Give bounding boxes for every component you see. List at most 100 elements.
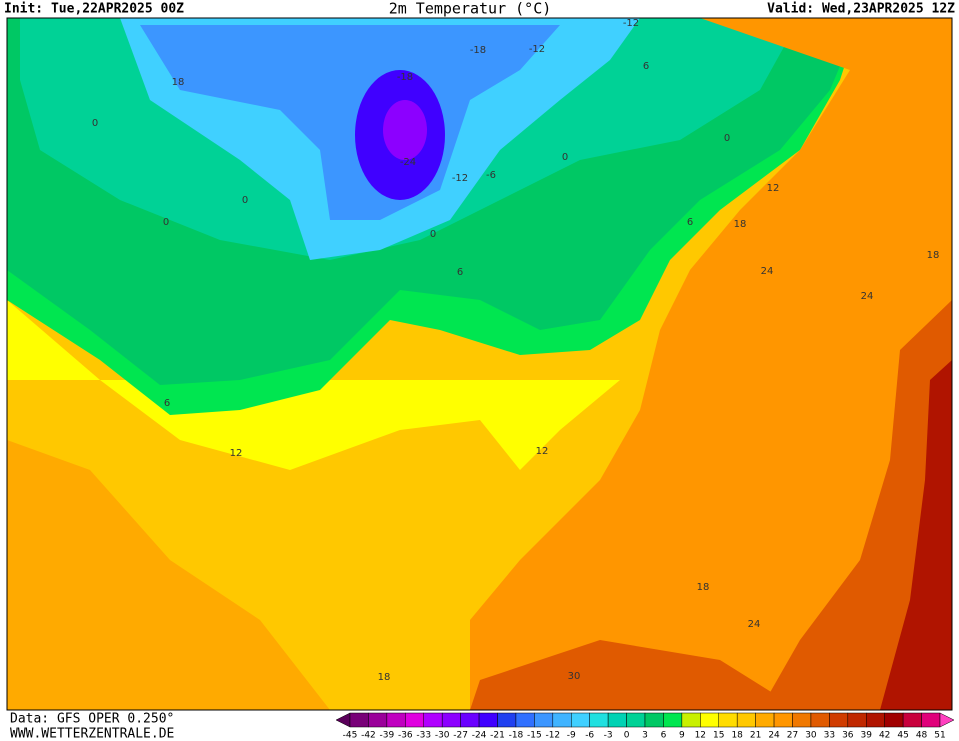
- scale-tick-label: 18: [731, 731, 743, 741]
- scale-swatch: [902, 712, 922, 728]
- scale-tick-label: 9: [679, 731, 685, 741]
- scale-tick-label: 6: [661, 731, 667, 741]
- scale-tick-label: -15: [527, 731, 542, 741]
- scale-tick-label: -36: [398, 731, 413, 741]
- contour-label: 6: [457, 267, 463, 278]
- scale-swatch: [478, 712, 498, 728]
- scale-tick-label: -12: [545, 731, 560, 741]
- scale-swatch: [571, 712, 590, 728]
- contour-label: 18: [378, 672, 391, 683]
- field-sahara: [470, 640, 800, 710]
- map-frame: [6, 17, 953, 711]
- scale-swatch: [884, 712, 904, 728]
- scale-swatch: [736, 712, 756, 728]
- scale-tick-label: 33: [824, 731, 835, 741]
- scale-tick-label: 42: [879, 731, 890, 741]
- scale-swatch: [792, 712, 812, 728]
- scale-swatch: [497, 712, 517, 728]
- scale-tick-label: -33: [416, 731, 431, 741]
- scale-swatch: [663, 712, 683, 728]
- scale-tick-label: 0: [624, 731, 630, 741]
- contour-label: 18: [697, 582, 710, 593]
- scale-swatch: [626, 712, 646, 728]
- scale-swatch: [866, 712, 885, 728]
- scale-swatch: [700, 712, 719, 728]
- scale-swatch: [460, 712, 480, 728]
- scale-swatch: [405, 712, 424, 728]
- contour-label: 18: [927, 250, 940, 261]
- contour-label: 24: [861, 291, 874, 302]
- contour-label: 18: [734, 219, 747, 230]
- init-time: Init: Tue,22APR2025 00Z: [4, 2, 184, 17]
- scale-tick-label: -30: [435, 731, 450, 741]
- map-title: 2m Temperatur (°C): [389, 0, 552, 18]
- site-name: WWW.WETTERZENTRALE.DE: [10, 727, 174, 741]
- scale-swatch: [718, 712, 738, 728]
- contour-label: 18: [172, 77, 185, 88]
- scale-swatch: [368, 712, 388, 728]
- contour-label: -18: [470, 45, 486, 56]
- scale-swatch: [921, 712, 941, 728]
- contour-label: 24: [761, 266, 774, 277]
- field-orange: [470, 18, 952, 710]
- scale-tick-label: -3: [604, 731, 613, 741]
- contour-label: 0: [242, 195, 248, 206]
- contour-label: -12: [529, 44, 545, 55]
- scale-tick-label: -21: [490, 731, 505, 741]
- scale-tick-label: 15: [713, 731, 724, 741]
- contour-label: 0: [562, 152, 568, 163]
- scale-arrow-right: [939, 712, 955, 728]
- field-dark-red: [880, 360, 952, 710]
- contour-label: 0: [163, 217, 169, 228]
- scale-swatch: [589, 712, 609, 728]
- scale-tick-label: -42: [361, 731, 376, 741]
- scale-swatch: [773, 712, 793, 728]
- scale-tick-label: 48: [916, 731, 928, 741]
- scale-swatch: [349, 712, 369, 728]
- scale-swatch: [847, 712, 867, 728]
- field-west: [7, 440, 330, 710]
- contour-label: 0: [430, 229, 436, 240]
- contour-label: -12: [452, 173, 468, 184]
- field-blue: [140, 25, 560, 220]
- contour-label: 6: [687, 217, 693, 228]
- contour-label: 12: [536, 446, 549, 457]
- scale-tick-label: 51: [934, 731, 945, 741]
- temperature-field: [7, 18, 952, 710]
- scale-swatch: [552, 712, 572, 728]
- scale-tick-label: 24: [768, 731, 780, 741]
- scale-tick-label: -9: [567, 731, 576, 741]
- scale-arrow-left: [335, 712, 351, 728]
- scale-tick-label: -6: [585, 731, 594, 741]
- contour-label: -18: [397, 72, 413, 83]
- scale-swatch: [681, 712, 701, 728]
- contour-label: 0: [724, 133, 730, 144]
- scale-swatch: [607, 712, 627, 728]
- contour-label: 6: [164, 398, 170, 409]
- contour-label: 24: [748, 619, 761, 630]
- data-source: Data: GFS OPER 0.250°: [10, 712, 174, 727]
- scale-tick-label: 12: [695, 731, 706, 741]
- field-violet: [383, 100, 427, 160]
- contour-label: 6: [643, 61, 649, 72]
- valid-time: Valid: Wed,23APR2025 12Z: [767, 2, 955, 17]
- scale-tick-label: -39: [380, 731, 395, 741]
- contour-label: 12: [230, 448, 243, 459]
- scale-tick-label: 36: [842, 731, 854, 741]
- contour-label: -12: [623, 18, 639, 29]
- contour-label: 0: [92, 118, 98, 129]
- scale-tick-label: -24: [472, 731, 487, 741]
- field-red: [760, 300, 952, 710]
- scale-tick-label: 30: [805, 731, 817, 741]
- scale-tick-label: 3: [642, 731, 648, 741]
- contour-label: -6: [486, 170, 496, 181]
- scale-swatch: [441, 712, 461, 728]
- scale-swatch: [810, 712, 830, 728]
- contour-label: -24: [400, 157, 416, 168]
- map: [6, 17, 953, 711]
- contour-label: 12: [767, 183, 780, 194]
- scale-tick-label: 45: [897, 731, 908, 741]
- scale-tick-label: -18: [509, 731, 524, 741]
- scale-swatch: [829, 712, 849, 728]
